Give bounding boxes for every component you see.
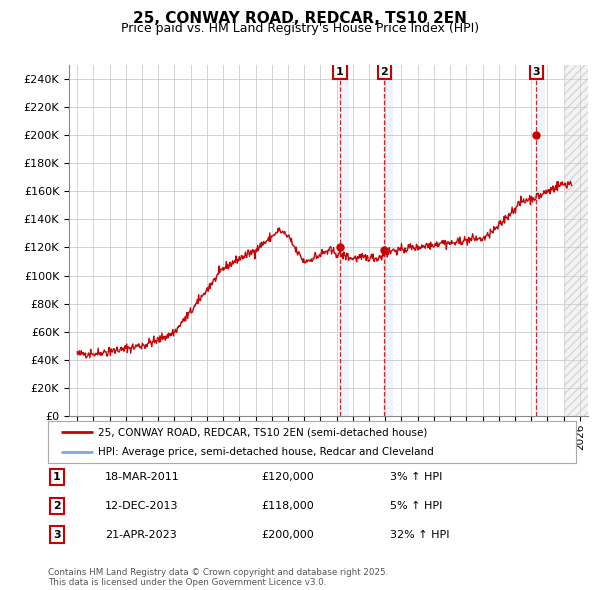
Text: Contains HM Land Registry data © Crown copyright and database right 2025.
This d: Contains HM Land Registry data © Crown c… <box>48 568 388 587</box>
Bar <box>563 65 588 416</box>
Text: £120,000: £120,000 <box>261 472 314 481</box>
Text: 21-APR-2023: 21-APR-2023 <box>105 530 177 539</box>
Text: 3: 3 <box>53 530 61 539</box>
Text: 3% ↑ HPI: 3% ↑ HPI <box>390 472 442 481</box>
Text: 18-MAR-2011: 18-MAR-2011 <box>105 472 180 481</box>
Text: HPI: Average price, semi-detached house, Redcar and Cleveland: HPI: Average price, semi-detached house,… <box>98 447 434 457</box>
Text: 3: 3 <box>532 67 540 77</box>
Text: 2: 2 <box>53 501 61 510</box>
Bar <box>340 65 349 416</box>
Text: £118,000: £118,000 <box>261 501 314 510</box>
Text: £200,000: £200,000 <box>261 530 314 539</box>
Bar <box>563 65 588 416</box>
Text: Price paid vs. HM Land Registry's House Price Index (HPI): Price paid vs. HM Land Registry's House … <box>121 22 479 35</box>
Text: 25, CONWAY ROAD, REDCAR, TS10 2EN: 25, CONWAY ROAD, REDCAR, TS10 2EN <box>133 11 467 25</box>
Text: 1: 1 <box>336 67 344 77</box>
Text: 25, CONWAY ROAD, REDCAR, TS10 2EN (semi-detached house): 25, CONWAY ROAD, REDCAR, TS10 2EN (semi-… <box>98 427 428 437</box>
Text: 5% ↑ HPI: 5% ↑ HPI <box>390 501 442 510</box>
Bar <box>385 65 393 416</box>
Bar <box>536 65 545 416</box>
Text: 32% ↑ HPI: 32% ↑ HPI <box>390 530 449 539</box>
Text: 12-DEC-2013: 12-DEC-2013 <box>105 501 179 510</box>
Text: 2: 2 <box>380 67 388 77</box>
Text: 1: 1 <box>53 472 61 481</box>
